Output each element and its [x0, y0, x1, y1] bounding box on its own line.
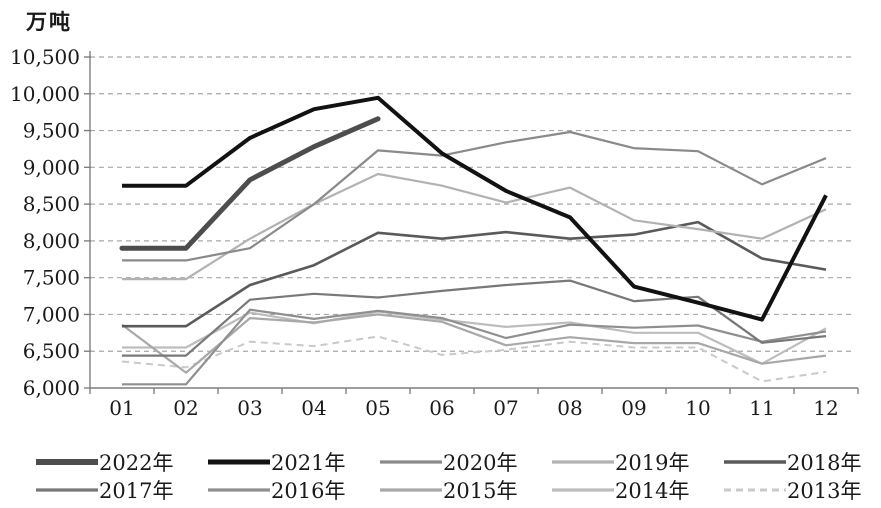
- legend-line-swatch: [552, 460, 614, 464]
- y-tick-label: 9,000: [23, 155, 80, 179]
- y-tick-label: 10,000: [10, 82, 80, 106]
- legend-item-2017年: 2017年: [36, 475, 208, 505]
- x-tick-label: 06: [429, 396, 454, 420]
- x-tick-label: 11: [749, 396, 774, 420]
- y-tick-label: 8,500: [23, 192, 80, 216]
- series-line-2022年: [119, 116, 381, 251]
- y-tick-label: 6,000: [23, 376, 80, 400]
- legend-line-swatch: [724, 488, 786, 492]
- x-tick-label: 08: [557, 396, 582, 420]
- x-tick-label: 07: [493, 396, 518, 420]
- series-line-2015年: [121, 313, 827, 374]
- legend-label: 2014年: [615, 479, 690, 503]
- x-tick-label: 05: [365, 396, 390, 420]
- legend-label: 2020年: [443, 451, 518, 475]
- legend-item-2016年: 2016年: [208, 475, 380, 505]
- legend-row-1: 2022年 2021年 2020年 2019年 2018年: [0, 448, 881, 476]
- legend-label: 2016年: [271, 479, 346, 503]
- x-tick-label: 01: [109, 396, 134, 420]
- legend-line-swatch: [208, 488, 270, 492]
- y-tick-label: 7,000: [23, 302, 80, 326]
- x-tick-label: 04: [301, 396, 326, 420]
- legend-item-2019年: 2019年: [552, 447, 724, 477]
- legend-label: 2013年: [787, 479, 862, 503]
- series-line-2014年: [122, 310, 827, 365]
- legend-line-swatch: [36, 459, 98, 465]
- x-tick-label: 10: [685, 396, 710, 420]
- series-line-2019年: [122, 172, 827, 281]
- legend-item-2018年: 2018年: [724, 447, 881, 477]
- legend-label: 2017年: [99, 479, 174, 503]
- chart-legend: 2022年 2021年 2020年 2019年 2018年 2017年 2016年 2015…: [0, 448, 881, 504]
- legend-line-swatch: [724, 460, 786, 464]
- x-tick-label: 09: [621, 396, 646, 420]
- legend-item-2020年: 2020年: [380, 447, 552, 477]
- legend-label: 2019年: [615, 451, 690, 475]
- legend-item-2014年: 2014年: [552, 475, 724, 505]
- legend-item-2015年: 2015年: [380, 475, 552, 505]
- legend-label: 2018年: [787, 451, 862, 475]
- x-tick-label: 03: [237, 396, 262, 420]
- legend-label: 2015年: [443, 479, 518, 503]
- legend-line-swatch: [380, 488, 442, 492]
- legend-line-swatch: [380, 460, 442, 464]
- y-tick-label: 7,500: [23, 266, 80, 290]
- series-line-2020年: [122, 130, 827, 262]
- series-line-2013年: [121, 335, 827, 383]
- y-tick-label: 8,000: [23, 229, 80, 253]
- series-line-2016年: [122, 308, 827, 386]
- legend-item-2013年: 2013年: [724, 475, 881, 505]
- legend-row-2: 2017年 2016年 2015年 2014年 2013年: [0, 476, 881, 504]
- y-tick-label: 6,500: [23, 339, 80, 363]
- legend-line-swatch: [552, 488, 614, 492]
- x-tick-label: 02: [173, 396, 198, 420]
- legend-line-swatch: [208, 459, 270, 465]
- legend-label: 2022年: [99, 451, 174, 475]
- legend-item-2022年: 2022年: [36, 447, 208, 477]
- series-line-2018年: [122, 220, 827, 328]
- legend-item-2021年: 2021年: [208, 447, 380, 477]
- y-tick-label: 9,500: [23, 119, 80, 143]
- y-tick-label: 10,500: [10, 45, 80, 69]
- y-axis-title: 万吨: [26, 9, 72, 34]
- series-line-2021年: [122, 95, 828, 322]
- legend-label: 2021年: [271, 451, 346, 475]
- x-tick-label: 12: [813, 396, 838, 420]
- line-chart-canvas: 10,500 10,000 9,500 9,000 8,500 8,000 7,500 7,0…: [10, 45, 859, 420]
- legend-line-swatch: [36, 488, 98, 492]
